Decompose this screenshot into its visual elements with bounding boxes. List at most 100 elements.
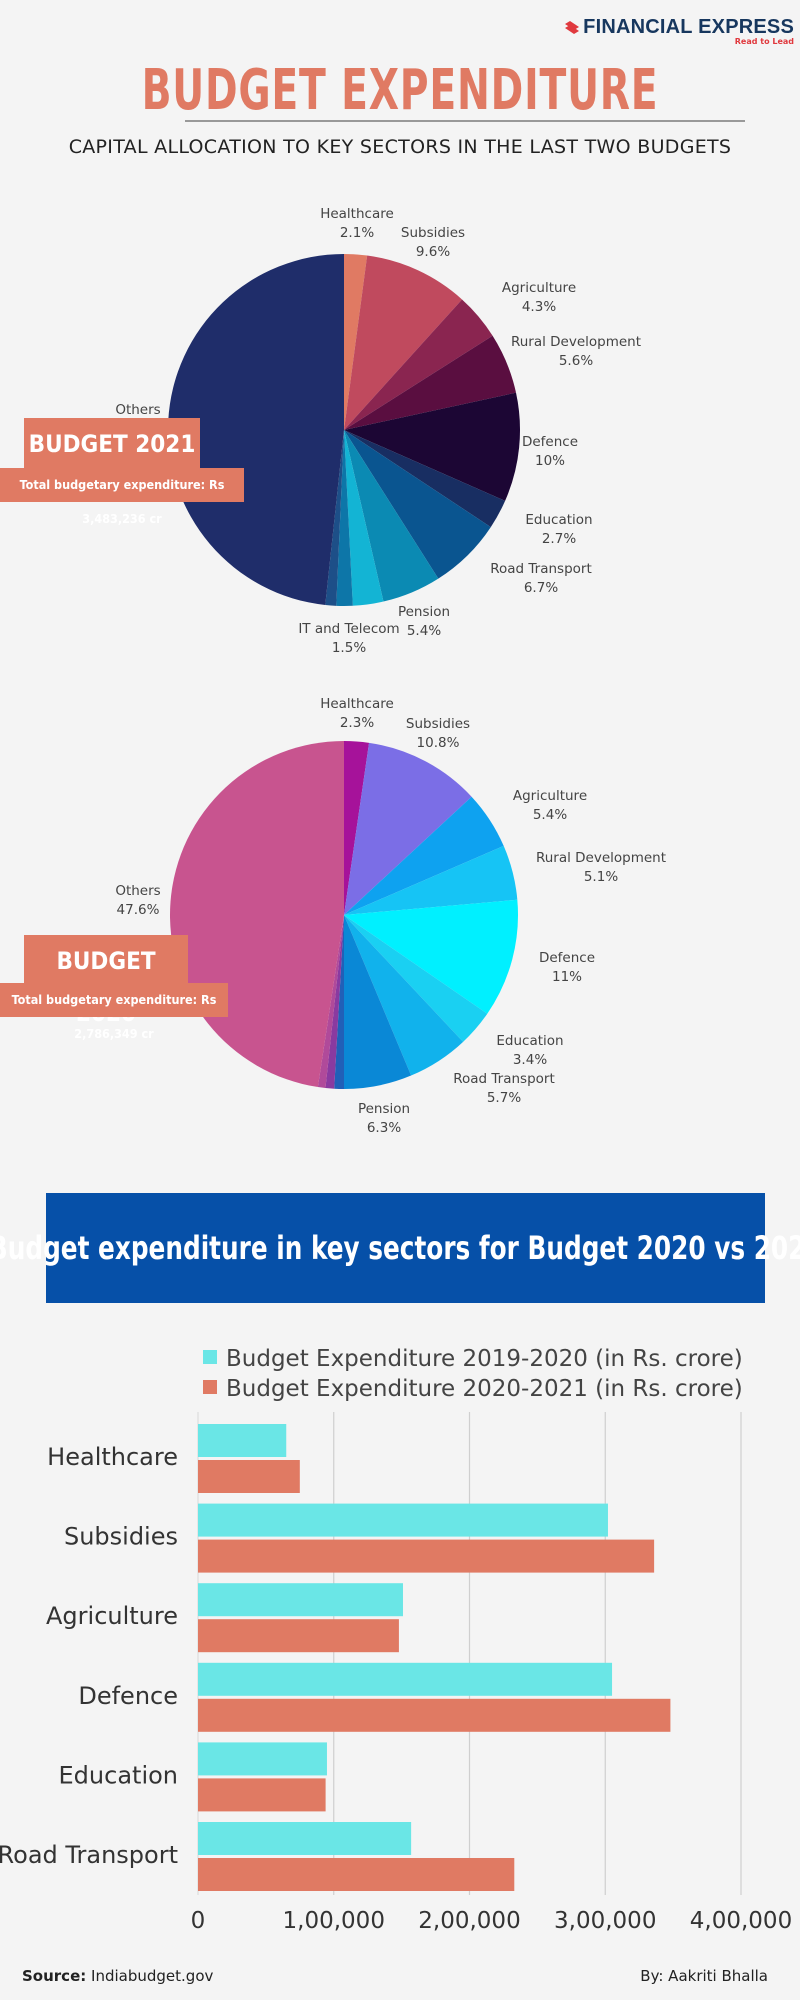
- pie-slice-healthcare: [344, 741, 370, 915]
- legend-swatch-1: [203, 1350, 217, 1364]
- pie-label-pension: Pension: [398, 604, 450, 620]
- pie-slice-defence: [344, 392, 520, 501]
- pie-label-agriculture: Agriculture: [513, 788, 587, 804]
- category-label-agriculture: Agriculture: [46, 1602, 178, 1630]
- page-title: BUDGET EXPENDITURE: [141, 58, 659, 123]
- pie-chart-2021: Healthcare 2.1% Subsidies 9.6% Agriculture 4.…: [115, 206, 641, 656]
- byline: By: Aakriti Bhalla: [640, 1967, 768, 1985]
- pie-label-road-transport: Road Transport: [453, 1071, 555, 1087]
- pie-label-pension: Pension: [358, 1101, 410, 1117]
- category-label-education: Education: [59, 1761, 178, 1789]
- x-tick-label-2: 2,00,000: [418, 1908, 520, 1934]
- pie-slice-agriculture: [344, 299, 493, 430]
- pie-value-subsidies: 9.6%: [416, 244, 450, 260]
- bar-road-transport-series-2: [198, 1858, 515, 1891]
- pie-label-others: Others: [115, 402, 160, 418]
- pie-slice-education: [344, 915, 488, 1042]
- pie-slice-unlabeled-8: [334, 915, 344, 1089]
- x-tick-label-1: 1,00,000: [283, 1908, 385, 1934]
- budget-2021-label: BUDGET 2021: [24, 418, 200, 470]
- pie-label-agriculture: Agriculture: [502, 280, 576, 296]
- pie-label-it-and-telecom: IT and Telecom: [298, 621, 399, 637]
- pie-value-agriculture: 5.4%: [533, 807, 567, 823]
- category-label-defence: Defence: [78, 1682, 178, 1710]
- bar-subsidies-series-2: [198, 1539, 655, 1573]
- title-divider: [185, 120, 745, 122]
- pie-label-education: Education: [525, 512, 592, 528]
- bar-defence-series-2: [198, 1698, 671, 1732]
- pie-label-road-transport: Road Transport: [490, 561, 592, 577]
- budget-2020-total: Total budgetary expenditure: Rs 2,786,34…: [0, 983, 228, 1041]
- pie-slice-it-and-telecom: [336, 430, 353, 606]
- source-text: Indiabudget.gov: [91, 1967, 214, 1985]
- pie-label-rural-development: Rural Development: [511, 334, 641, 350]
- bar-subsidies-series-1: [198, 1503, 608, 1537]
- pie-slice-education: [344, 430, 506, 528]
- bar-defence-series-1: [198, 1662, 613, 1696]
- pie-label-defence: Defence: [539, 950, 595, 966]
- bar-chart-title: Budget expenditure in key sectors for Bu…: [0, 1229, 800, 1267]
- legend-swatch-2: [203, 1380, 217, 1394]
- pie-value-rural-development: 5.6%: [559, 353, 593, 369]
- bar-chart: Budget Expenditure 2019-2020 (in Rs. cro…: [0, 1346, 792, 1934]
- pie-chart-2020: Healthcare 2.3% Subsidies 10.8% Agriculture 5…: [115, 696, 666, 1136]
- bar-agriculture-series-1: [198, 1583, 403, 1617]
- pie-label-others: Others: [115, 883, 160, 899]
- pie-slice-rural-development: [344, 335, 516, 430]
- pie-slice-defence: [344, 899, 518, 1014]
- bar-healthcare-series-1: [198, 1424, 287, 1457]
- pie-value-it-and-telecom: 1.5%: [332, 640, 366, 656]
- category-label-healthcare: Healthcare: [47, 1443, 178, 1471]
- pie-slice-pension: [344, 430, 439, 602]
- page-subtitle: CAPITAL ALLOCATION TO KEY SECTORS IN THE…: [68, 136, 732, 158]
- pie-slice-unlabeled-10: [317, 915, 344, 1089]
- pie-slice-pension: [344, 915, 412, 1089]
- pie-slice-agriculture: [344, 796, 504, 915]
- source-note: Source: Indiabudget.gov: [22, 1967, 213, 1985]
- brand-name: FINANCIAL EXPRESS: [583, 16, 794, 38]
- pie-slice-others: [170, 741, 344, 1088]
- pie-value-road-transport: 6.7%: [524, 580, 558, 596]
- pie-value-road-transport: 5.7%: [487, 1090, 521, 1106]
- pie-slice-road-transport: [344, 915, 464, 1076]
- pie-slice-subsidies: [344, 255, 463, 430]
- bar-road-transport-series-1: [198, 1822, 412, 1855]
- pie-slice-road-transport: [344, 430, 491, 579]
- category-label-road-transport: Road Transport: [0, 1841, 178, 1869]
- pie-slice-subsidies: [344, 742, 472, 915]
- pie-value-defence: 10%: [535, 453, 565, 469]
- pie-slice-unlabeled-8: [344, 430, 384, 606]
- pie-label-healthcare: Healthcare: [320, 696, 394, 712]
- pie-label-subsidies: Subsidies: [406, 716, 470, 732]
- pie-value-healthcare: 2.3%: [340, 715, 374, 731]
- x-tick-label-0: 0: [191, 1908, 206, 1934]
- pie-value-healthcare: 2.1%: [340, 225, 374, 241]
- pie-label-healthcare: Healthcare: [320, 206, 394, 222]
- pie-slice-rural-development: [344, 845, 518, 915]
- budget-2020-label: BUDGET 2020: [24, 935, 188, 1027]
- bar-chart-banner: Budget expenditure in key sectors for Bu…: [0, 1193, 800, 1303]
- bar-agriculture-series-2: [198, 1619, 399, 1653]
- pie-slice-others: [167, 254, 344, 605]
- pie-slice-healthcare: [344, 254, 368, 430]
- pie-slice-unlabeled-10: [325, 430, 344, 606]
- pie-value-education: 2.7%: [542, 531, 576, 547]
- pie-value-education: 3.4%: [513, 1052, 547, 1068]
- x-tick-label-4: 4,00,000: [690, 1908, 792, 1934]
- pie-value-pension: 6.3%: [367, 1120, 401, 1136]
- pie-value-others: 47.6%: [117, 902, 160, 918]
- category-label-subsidies: Subsidies: [64, 1523, 178, 1551]
- pie-label-subsidies: Subsidies: [401, 225, 465, 241]
- legend-label-1: Budget Expenditure 2019-2020 (in Rs. cro…: [226, 1346, 743, 1372]
- bar-education-series-2: [198, 1778, 326, 1812]
- bar-healthcare-series-2: [198, 1460, 300, 1493]
- pie-label-defence: Defence: [522, 434, 578, 450]
- legend-label-2: Budget Expenditure 2020-2021 (in Rs. cro…: [226, 1376, 743, 1402]
- pie-slice-unlabeled-9: [325, 915, 344, 1089]
- pie-label-rural-development: Rural Development: [536, 850, 666, 866]
- pie-value-pension: 5.4%: [407, 623, 441, 639]
- pie-value-rural-development: 5.1%: [584, 869, 618, 885]
- brand-tagline: Read to Lead: [734, 37, 794, 46]
- pie-value-agriculture: 4.3%: [522, 299, 556, 315]
- pie-label-education: Education: [496, 1033, 563, 1049]
